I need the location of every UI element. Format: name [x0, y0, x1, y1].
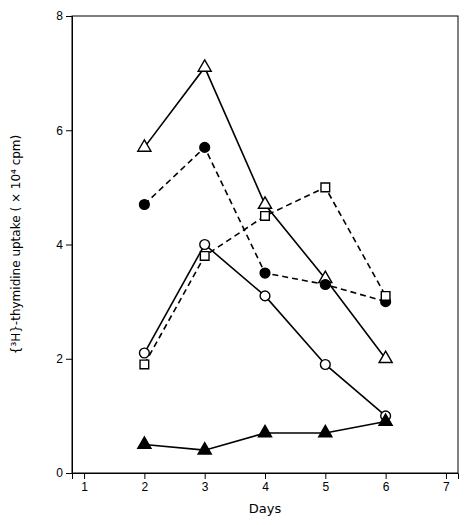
tick-mark	[265, 473, 266, 479]
tick: 7	[443, 473, 450, 494]
series-group	[138, 60, 392, 454]
point-marker	[198, 443, 211, 454]
tick: 0	[56, 466, 72, 480]
point-marker	[200, 240, 210, 250]
x-axis: 1 2 3 4 5 6 7	[73, 473, 459, 494]
point-marker	[381, 292, 390, 301]
tick-label: 6	[383, 480, 390, 494]
series-line	[144, 187, 385, 364]
tick: 2	[56, 352, 72, 366]
tick-label: 1	[81, 480, 88, 494]
tick-label: 4	[262, 480, 269, 494]
point-marker	[261, 212, 270, 221]
tick-mark	[66, 245, 72, 246]
tick-mark	[386, 473, 387, 479]
tick-mark	[66, 130, 72, 131]
tick: 6	[56, 124, 72, 138]
point-marker	[379, 414, 392, 425]
tick-label: 3	[202, 480, 209, 494]
tick-label: 4	[56, 238, 63, 252]
tick-label: 2	[142, 480, 149, 494]
x-axis-title: Days	[249, 501, 282, 516]
point-marker	[321, 183, 330, 192]
tick-label: 8	[56, 9, 63, 23]
plot: 1 2 3 4 5 6 7 0 2 4 6 8	[56, 9, 458, 493]
tick-label: 7	[443, 480, 450, 494]
series-line	[144, 422, 385, 451]
tick-label: 5	[322, 480, 329, 494]
point-marker	[258, 425, 271, 436]
tick-mark	[144, 473, 145, 479]
point-marker	[200, 252, 209, 261]
tick: 5	[322, 473, 329, 494]
point-marker	[258, 197, 271, 208]
point-marker	[198, 60, 211, 71]
point-marker	[200, 143, 210, 153]
point-marker	[140, 360, 149, 369]
series-line	[144, 147, 385, 301]
tick-mark	[325, 473, 326, 479]
point-marker	[138, 140, 151, 151]
chart: 1 2 3 4 5 6 7 0 2 4 6 8 Days {³H}-thymidine uptake ( …	[0, 0, 474, 525]
point-marker	[139, 348, 149, 358]
tick: 1	[81, 473, 88, 494]
tick: 6	[383, 473, 390, 494]
point-marker	[260, 291, 270, 301]
tick-mark	[446, 473, 447, 479]
tick-label: 2	[56, 352, 63, 366]
plot-frame	[72, 16, 458, 473]
tick-mark	[66, 16, 72, 17]
axis-line	[66, 17, 73, 474]
tick: 4	[56, 238, 72, 252]
y-axis-title: {³H}-thymidine uptake ( × 10⁴ cpm)	[9, 135, 23, 354]
axis-line	[73, 474, 459, 480]
tick: 4	[262, 473, 269, 494]
tick-label: 6	[56, 124, 63, 138]
point-marker	[320, 360, 330, 370]
tick-mark	[84, 473, 85, 479]
tick: 2	[142, 473, 149, 494]
point-marker	[139, 200, 149, 210]
series-line	[144, 245, 385, 416]
point-marker	[138, 437, 151, 448]
tick-mark	[66, 473, 72, 474]
tick: 3	[202, 473, 209, 494]
tick: 8	[56, 9, 72, 23]
tick-mark	[66, 359, 72, 360]
y-axis: 0 2 4 6 8	[56, 9, 72, 480]
series-line	[144, 67, 385, 358]
tick-mark	[205, 473, 206, 479]
point-marker	[379, 351, 392, 362]
point-marker	[260, 268, 270, 278]
point-marker	[319, 425, 332, 436]
tick-label: 0	[56, 466, 63, 480]
point-marker	[320, 280, 330, 290]
